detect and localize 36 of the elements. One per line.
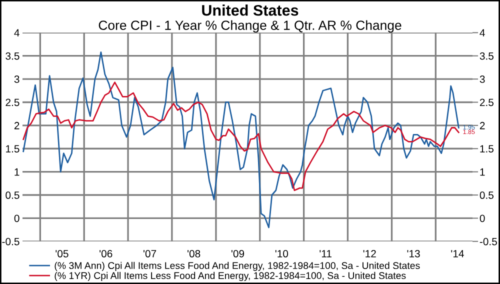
y2-tick-label: 2	[480, 122, 485, 130]
y-tick-label: 1	[14, 168, 20, 176]
y-tick-label: 3	[14, 76, 20, 83]
line-series	[22, 51, 460, 228]
legend-label: (% 1YR) Cpi All Items Less Food And Energy, 1982-1984=100, Sa - United States	[54, 272, 406, 281]
y2-tick-label: 2.5	[480, 98, 494, 106]
y-tick-label: 1.5	[6, 145, 20, 153]
x-tick-label: '14	[451, 250, 464, 258]
y2-tick-label: 1.5	[480, 145, 494, 153]
y2-tick-label: 3	[480, 76, 485, 83]
y2-tick-label: 1	[480, 168, 485, 176]
legend-label: (% 3M Ann) Cpi All Items Less Food And Energy, 1982-1984=100, Sa - United States	[54, 262, 420, 271]
y-tick-label: 0.5	[6, 192, 20, 199]
y-tick-label: 0	[14, 214, 20, 222]
x-tick-label: '12	[363, 250, 376, 258]
x-tick-label: '13	[407, 250, 420, 258]
y-tick-label: 4	[14, 29, 20, 36]
chart-title: United States	[202, 4, 298, 16]
x-tick-label: '06	[100, 250, 112, 258]
x-tick-label: '05	[56, 250, 68, 258]
y-tick-label: 2.5	[6, 98, 20, 106]
y2-tick-label: 0	[480, 214, 485, 222]
x-tick-label: '07	[144, 250, 156, 258]
y-tick-label: -0.5	[2, 238, 20, 246]
y2-tick-label: -0.5	[480, 238, 497, 246]
x-tick-label: '10	[275, 250, 288, 258]
y2-tick-label: 3.5	[480, 52, 494, 60]
x-tick-label: '08	[188, 250, 200, 258]
x-tick-label: '11	[320, 250, 332, 258]
y-tick-label: 2	[14, 122, 20, 130]
y2-tick-label: 4	[480, 29, 485, 36]
line-series	[22, 82, 460, 192]
chart-subtitle: Core CPI - 1 Year % Change & 1 Qtr. AR % Change	[98, 20, 402, 33]
y-tick-label: 3.5	[6, 52, 20, 60]
y2-tick-label: 0.5	[480, 192, 494, 199]
x-tick-label: '09	[231, 250, 244, 258]
